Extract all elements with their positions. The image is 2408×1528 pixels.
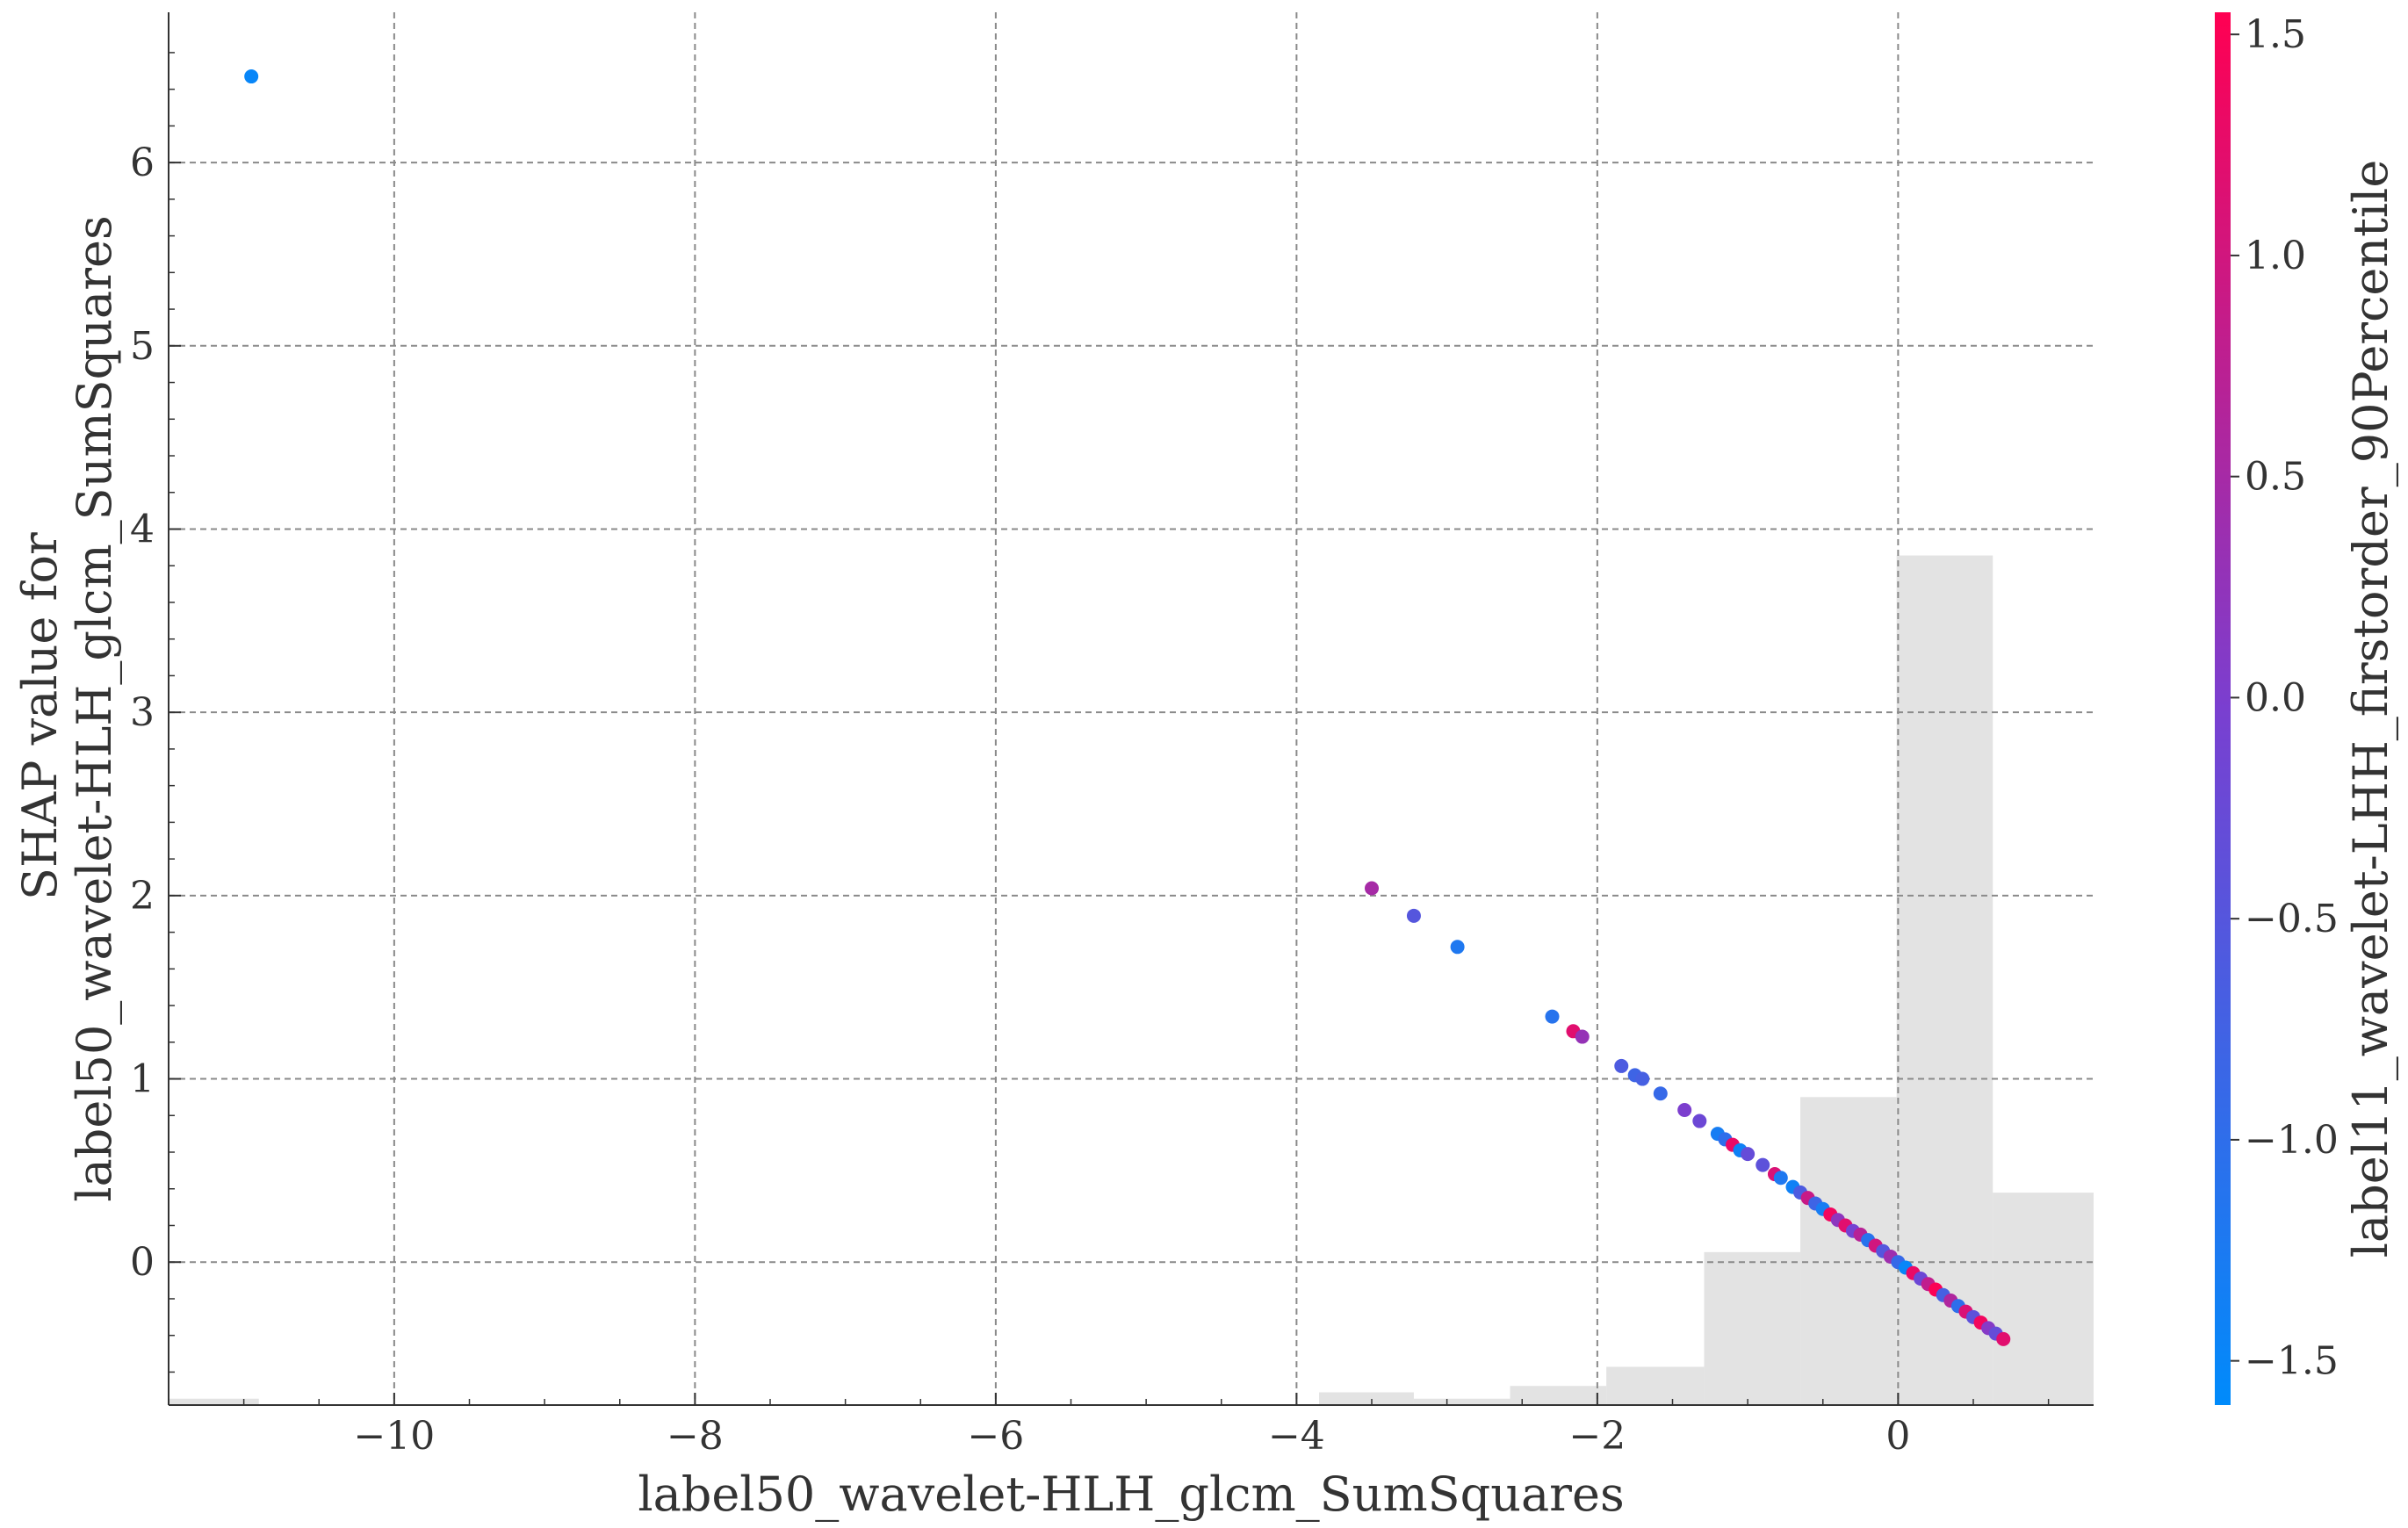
y-axis-label: SHAP value for label50_wavelet-HLH_glcm_… bbox=[12, 215, 122, 1201]
scatter-point-6 bbox=[1575, 1029, 1590, 1044]
colorbar-gradient bbox=[2215, 12, 2231, 1405]
colorbar-tick-label-0: −1.5 bbox=[2245, 1339, 2339, 1384]
scatter-point-2 bbox=[1406, 908, 1421, 923]
histogram-bar-4 bbox=[1606, 1366, 1705, 1405]
x-tick-label-5: 0 bbox=[1885, 1414, 1910, 1459]
histogram-bar-0 bbox=[169, 1398, 259, 1405]
colorbar-label: label11_wavelet-LHH_firstorder_90Percent… bbox=[2343, 160, 2398, 1258]
y-tick-label-3: 3 bbox=[130, 690, 155, 735]
scatter-point-18 bbox=[1756, 1157, 1770, 1172]
axes-frame bbox=[168, 12, 2094, 1406]
histogram-bar-5 bbox=[1704, 1251, 1801, 1405]
scatter-point-20 bbox=[1773, 1171, 1788, 1186]
scatter-point-1 bbox=[1365, 881, 1379, 896]
y-tick-label-1: 1 bbox=[130, 1057, 155, 1102]
colorbar-tick-label-2: −0.5 bbox=[2245, 897, 2339, 941]
y-tick-label-4: 4 bbox=[130, 507, 155, 551]
y-tick-label-2: 2 bbox=[130, 874, 155, 919]
histogram-bar-3 bbox=[1510, 1386, 1607, 1405]
scatter-point-17 bbox=[1741, 1147, 1756, 1162]
scatter-point-3 bbox=[1450, 940, 1465, 955]
histogram-bar-7 bbox=[1896, 555, 1993, 1405]
grid-layer bbox=[169, 12, 2094, 1405]
scatter-point-0 bbox=[244, 69, 259, 84]
y-tick-label-6: 6 bbox=[130, 141, 155, 185]
scatter-point-9 bbox=[1635, 1071, 1650, 1086]
colorbar-ticks: −1.5 −1.0 −0.5 0.0 0.5 1.0 1.5 bbox=[2231, 12, 2339, 1384]
points-layer bbox=[244, 69, 2011, 1346]
x-tick-label-3: −4 bbox=[1268, 1414, 1325, 1459]
scatter-point-12 bbox=[1692, 1114, 1707, 1128]
x-tick-label-2: −6 bbox=[967, 1414, 1024, 1459]
scatter-point-4 bbox=[1545, 1009, 1560, 1024]
histogram-bar-8 bbox=[1993, 1193, 2094, 1405]
histogram-bar-2 bbox=[1413, 1398, 1510, 1405]
y-axis-label-line-2: label50_wavelet-HLH_glcm_SumSquares bbox=[67, 215, 122, 1201]
colorbar-tick-label-6: 1.5 bbox=[2245, 12, 2306, 57]
colorbar: −1.5 −1.0 −0.5 0.0 0.5 1.0 1.5 bbox=[2215, 12, 2339, 1405]
y-tick-label-5: 5 bbox=[130, 324, 155, 369]
y-axis-label-line-1: SHAP value for bbox=[12, 532, 68, 900]
histogram-bar-1 bbox=[1319, 1392, 1414, 1405]
colorbar-tick-label-5: 1.0 bbox=[2245, 234, 2306, 278]
x-tick-label-1: −8 bbox=[667, 1414, 724, 1459]
ticks-layer: −10 −8 −6 −4 −2 0 0 1 2 3 4 5 6 bbox=[130, 52, 2050, 1459]
scatter-point-49 bbox=[1996, 1331, 2011, 1346]
y-tick-label-0: 0 bbox=[130, 1240, 155, 1285]
scatter-point-10 bbox=[1653, 1086, 1668, 1101]
x-tick-label-0: −10 bbox=[353, 1414, 435, 1459]
colorbar-tick-label-3: 0.0 bbox=[2245, 675, 2306, 720]
histogram-layer bbox=[169, 555, 2094, 1405]
colorbar-tick-label-1: −1.0 bbox=[2245, 1118, 2339, 1163]
scatter-point-7 bbox=[1614, 1058, 1629, 1073]
colorbar-tick-label-4: 0.5 bbox=[2245, 455, 2306, 500]
x-axis-label: label50_wavelet-HLH_glcm_SumSquares bbox=[638, 1467, 1624, 1522]
scatter-point-11 bbox=[1677, 1103, 1692, 1118]
x-tick-label-4: −2 bbox=[1568, 1414, 1626, 1459]
